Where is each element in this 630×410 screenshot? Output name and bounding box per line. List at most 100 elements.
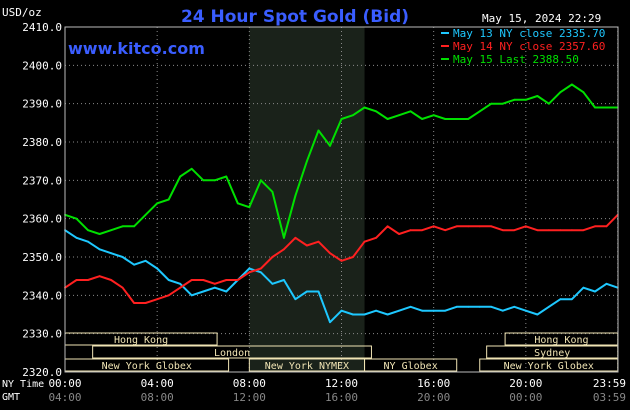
data-point [490,102,493,105]
x-tick-label-gmt: 20:00 [417,391,450,404]
session-label: Hong Kong [114,335,168,346]
data-point [386,313,389,316]
chart-title: 24 Hour Spot Gold (Bid) [181,7,409,27]
data-point [547,102,550,105]
data-point [179,282,182,285]
x-tick-label-ny: 23:59 [593,377,626,390]
data-point [582,286,585,289]
data-point [271,256,274,258]
data-point [98,275,101,278]
legend-entry: May 14 NY close 2357.60 [453,40,605,53]
y-tick-label: 2340.0 [22,289,62,302]
legend-entry: May 13 NY close 2335.70 [453,27,605,40]
data-point [398,233,401,235]
data-point [571,298,573,301]
data-point [306,160,308,163]
data-point [467,118,470,120]
data-point [144,302,147,304]
data-point [87,229,89,232]
data-point [363,106,366,109]
y-tick-label: 2330.0 [22,328,62,341]
data-point [571,229,573,232]
series-1 [64,229,619,324]
data-point [236,202,239,205]
y-tick-label: 2400.0 [22,59,62,72]
x-tick-label-ny: 04:00 [141,377,174,390]
data-point [133,302,136,304]
data-point [329,321,331,324]
data-point [582,229,585,232]
gmt-axis-title: GMT [2,392,20,403]
data-point [248,271,251,274]
session-label: London [214,348,250,359]
data-point [282,248,285,251]
data-point [386,118,389,120]
data-point [156,267,159,270]
data-point [444,309,447,312]
data-point [294,298,297,301]
data-point [133,263,136,266]
data-point [202,179,205,182]
data-point [317,240,320,243]
session-label: New York NYMEX [265,361,349,372]
data-point [213,286,216,289]
data-point [236,279,239,281]
data-point [87,240,89,243]
data-point [190,294,193,297]
data-point [594,106,596,109]
data-point [467,225,470,228]
legend-entry: May 15 Last 2388.50 [453,53,579,66]
data-point [317,129,320,132]
data-point [432,114,435,117]
data-point [398,114,401,117]
session-label: Sydney [534,348,570,359]
data-point [167,279,170,281]
y-tick-label: 2410.0 [22,21,62,34]
data-point [582,91,585,94]
data-point [467,305,470,308]
data-point [259,267,262,270]
x-tick-label-ny: 12:00 [325,377,358,390]
series-3 [64,83,619,239]
data-point [444,118,447,120]
data-point [202,290,205,293]
data-point [478,305,481,308]
data-point [340,309,343,312]
data-point [363,240,366,243]
x-tick-label-ny: 20:00 [509,377,542,390]
data-point [490,305,493,308]
data-point [225,175,228,178]
x-tick-label-ny: 00:00 [48,377,81,390]
x-tick-label-gmt: 12:00 [233,391,266,404]
data-point [421,229,424,232]
data-point [271,190,274,193]
data-point [409,110,412,113]
y-tick-label: 2350.0 [22,251,62,264]
data-point [490,225,493,228]
data-point [110,252,112,255]
website-label: www.kitco.com [68,39,205,58]
x-tick-label-gmt: 04:00 [48,391,81,404]
data-point [121,225,124,228]
data-point [559,229,562,232]
data-point [329,252,331,255]
data-point [536,313,539,316]
data-point [444,229,447,232]
data-point [294,194,297,197]
data-point [432,225,435,228]
data-point [547,305,550,308]
data-point [352,256,354,258]
timestamp: May 15, 2024 22:29 [482,12,601,25]
data-point [144,213,147,216]
data-point [375,236,377,239]
data-point [179,286,182,289]
data-point [156,298,159,301]
data-point [524,309,527,312]
x-tick-label-gmt: 08:00 [141,391,174,404]
session-label: Hong Kong [534,335,588,346]
data-point [559,91,562,94]
data-point [121,256,124,258]
data-point [594,225,596,228]
data-point [282,279,285,281]
